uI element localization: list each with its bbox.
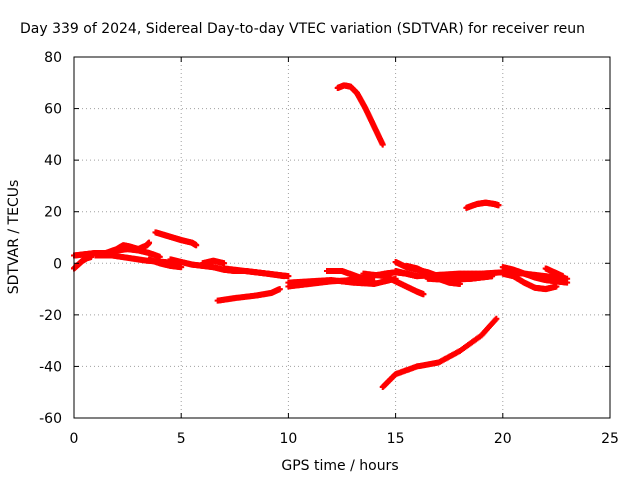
- x-tick-labels: 0 5 10 15 20 25: [70, 431, 619, 447]
- data-point: [221, 260, 228, 267]
- data-point: [146, 239, 153, 246]
- data-point: [420, 291, 427, 298]
- x-tick-label: 15: [387, 431, 405, 447]
- series-track: [499, 264, 571, 286]
- data-point: [495, 202, 502, 209]
- series-track: [379, 315, 500, 391]
- y-axis-label: SDTVAR / TECUs: [6, 180, 22, 295]
- x-tick-label: 10: [279, 431, 297, 447]
- data-points: [71, 82, 571, 391]
- y-tick-label: -40: [39, 359, 62, 375]
- data-point: [559, 273, 566, 280]
- x-tick-label: 5: [177, 431, 186, 447]
- y-tick-label: 0: [53, 256, 62, 272]
- data-point: [371, 280, 378, 287]
- y-tick-label: -20: [39, 308, 62, 324]
- plot-border: [73, 56, 611, 419]
- series-track: [152, 229, 200, 249]
- y-tick-label: 40: [44, 153, 62, 169]
- data-point: [489, 273, 496, 280]
- chart-title: Day 339 of 2024, Sidereal Day-to-day VTE…: [20, 21, 585, 37]
- grid-lines: [74, 57, 610, 418]
- series-track: [199, 257, 228, 267]
- series-track: [360, 270, 427, 298]
- data-point: [281, 273, 288, 280]
- y-tick-label: 60: [44, 102, 62, 118]
- y-tick-label: 20: [44, 205, 62, 221]
- series-track: [221, 265, 288, 280]
- data-point: [564, 279, 571, 286]
- y-tick-label: 80: [44, 50, 62, 66]
- data-point: [553, 283, 560, 290]
- series-track: [214, 286, 283, 304]
- data-point: [493, 315, 500, 322]
- series-track: [146, 256, 185, 271]
- x-tick-label: 25: [601, 431, 619, 447]
- data-point: [379, 141, 386, 148]
- y-tick-labels: -60 -40 -20 0 20 40 60 80: [39, 50, 62, 427]
- series-track: [334, 82, 386, 148]
- y-tick-label: -60: [39, 411, 62, 427]
- x-tick-label: 20: [494, 431, 512, 447]
- x-axis-label: GPS time / hours: [281, 458, 398, 474]
- series-track: [463, 199, 502, 211]
- series-track: [542, 265, 566, 280]
- axis-ticks: [73, 56, 611, 419]
- data-point: [276, 286, 283, 293]
- x-tick-label: 0: [70, 431, 79, 447]
- series-track: [499, 270, 560, 293]
- data-point: [193, 242, 200, 249]
- series-track: [424, 273, 496, 284]
